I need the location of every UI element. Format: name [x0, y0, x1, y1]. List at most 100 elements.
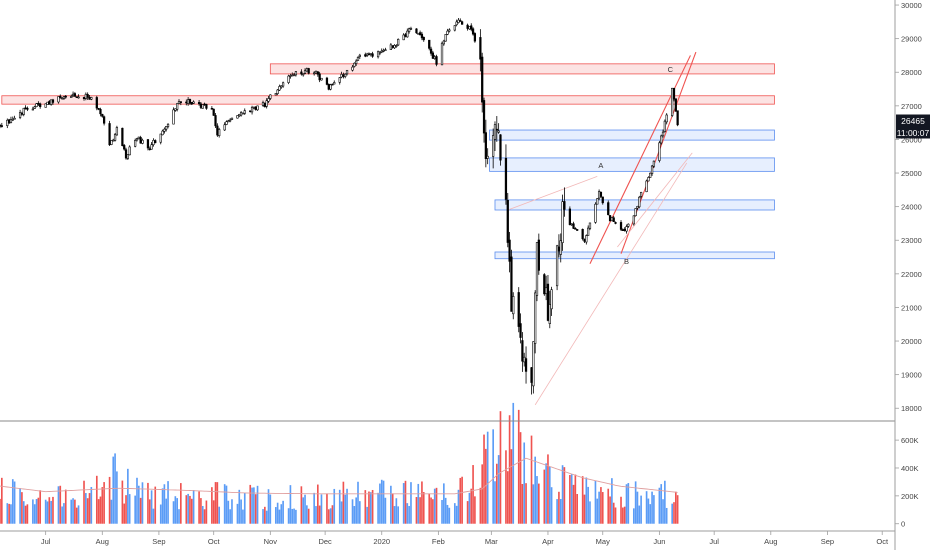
- candle-body: [588, 222, 592, 229]
- volume-bar: [48, 497, 51, 524]
- candle-body: [230, 117, 234, 120]
- volume-bar: [128, 494, 131, 524]
- volume-bar: [187, 493, 189, 524]
- candle-body: [459, 20, 462, 22]
- volume-bar: [293, 508, 295, 524]
- volume-bar: [161, 488, 164, 524]
- volume-bar: [459, 477, 462, 524]
- volume-bar: [300, 486, 303, 524]
- volume-bar: [26, 504, 29, 524]
- volume-bar: [521, 483, 524, 524]
- volume-bar: [569, 475, 571, 524]
- time-tick-label: Jun: [653, 537, 665, 546]
- volume-bar: [10, 504, 12, 524]
- candle-body: [51, 99, 55, 103]
- candle-body: [33, 106, 36, 109]
- candle-body: [165, 126, 168, 130]
- candle-body: [252, 106, 256, 109]
- candle-body: [378, 51, 382, 54]
- candle-body: [137, 136, 140, 140]
- volume-bar: [474, 496, 476, 524]
- volume-moving-average: [0, 457, 678, 495]
- candle-body: [86, 94, 89, 98]
- volume-bar: [203, 509, 206, 524]
- candle-body: [382, 50, 385, 52]
- price-axis[interactable]: 18000 19000 20000 21000 22000 23000 24000 25000…: [895, 1, 922, 413]
- volume-bar: [572, 484, 575, 524]
- candle-body: [320, 77, 323, 81]
- candle-body: [482, 100, 486, 134]
- candle-body: [172, 109, 175, 125]
- candle-body: [294, 71, 298, 76]
- volume-bar: [640, 495, 642, 524]
- volume-bar: [152, 508, 155, 524]
- volume-bar: [318, 505, 321, 524]
- volume-bar: [163, 484, 166, 524]
- volume-bar: [159, 504, 162, 524]
- candle-body: [199, 103, 203, 108]
- candle-body: [366, 53, 369, 56]
- candle-body: [512, 296, 515, 315]
- volume-bar: [287, 508, 290, 524]
- candle-body: [26, 107, 29, 110]
- volume-bar: [581, 476, 584, 524]
- volume-bar: [457, 489, 460, 524]
- candle-body: [291, 74, 294, 77]
- volume-axis[interactable]: 0 200K 400K 600K: [895, 436, 919, 529]
- candle-body: [442, 40, 445, 45]
- volume-bar: [417, 483, 420, 524]
- volume-bar: [229, 509, 231, 524]
- candle-body: [302, 73, 305, 76]
- time-axis[interactable]: Jul Aug Sep Oct Nov Dec 2020 Feb Mar Apr May Jun Jul…: [41, 531, 889, 546]
- candle-body: [576, 229, 579, 231]
- volume-bar: [320, 494, 323, 524]
- volume-bar: [174, 496, 177, 524]
- volume-bar: [185, 495, 188, 524]
- candle-body: [404, 34, 407, 37]
- time-tick-label: Jul: [709, 537, 719, 546]
- candle-body: [638, 196, 641, 208]
- volume-bar: [483, 434, 485, 524]
- candle-body: [212, 108, 215, 116]
- volume-bar: [1, 477, 3, 524]
- volume-bar: [532, 484, 535, 524]
- volume-bar: [508, 415, 511, 524]
- candle-body: [665, 114, 668, 123]
- volume-bar: [472, 465, 474, 524]
- volume-bar: [165, 498, 168, 524]
- candle-body: [250, 106, 254, 113]
- volume-bar: [282, 500, 284, 524]
- candle-body: [197, 102, 201, 105]
- candle-body: [661, 131, 665, 137]
- volume-bar: [6, 503, 9, 524]
- candle-body: [440, 42, 444, 66]
- trendline-pink-2: [534, 162, 688, 406]
- volume-bar: [384, 497, 387, 524]
- wave-label-c: C: [668, 65, 674, 74]
- candle-body: [523, 356, 526, 363]
- volume-bar: [74, 499, 76, 524]
- volume-bar: [33, 504, 36, 524]
- candle-body: [389, 44, 392, 50]
- candle-body: [159, 133, 162, 143]
- volume-bar: [589, 501, 591, 524]
- volume-bar: [397, 506, 400, 524]
- candle-body: [408, 28, 411, 32]
- volume-layer: [0, 402, 679, 524]
- candle-body: [214, 115, 217, 127]
- price-tick-label: 28000: [901, 68, 922, 77]
- candle-body: [59, 95, 62, 98]
- candle-body: [188, 99, 192, 104]
- candle-body: [342, 74, 345, 77]
- candle-body: [289, 75, 292, 77]
- candle-body: [123, 145, 126, 150]
- volume-bar: [306, 505, 308, 524]
- candle-body: [227, 120, 230, 123]
- candle-body: [31, 108, 34, 111]
- candle-body: [223, 124, 226, 131]
- candle-body: [521, 340, 524, 362]
- candle-body: [428, 39, 431, 49]
- volume-bar: [112, 456, 115, 524]
